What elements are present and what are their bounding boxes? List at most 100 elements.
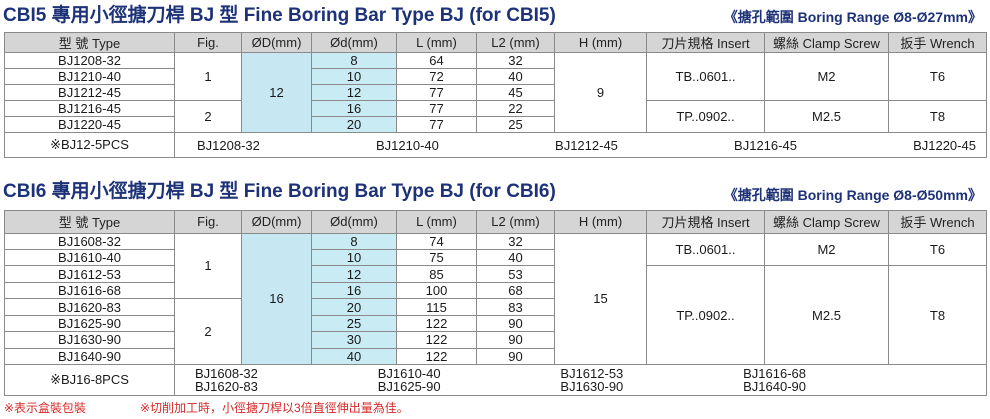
section1-table: 型 號 Type Fig. ØD(mm) Ød(mm) L (mm) L2 (m… [4, 32, 987, 158]
L2-cell: 25 [476, 116, 555, 133]
L-cell: 77 [396, 116, 477, 133]
header-insert: 刀片規格 Insert [646, 210, 765, 234]
header-d: Ød(mm) [311, 32, 397, 53]
header-D: ØD(mm) [241, 210, 312, 234]
header-screw: 螺絲 Clamp Screw [764, 32, 889, 53]
d-cell: 8 [311, 232, 397, 251]
fig-cell: 2 [174, 100, 242, 133]
set-item-group: BJ1612-53 BJ1630-90 [560, 367, 623, 393]
set-row: ※BJ16-8PCS BJ1608-32 BJ1620-83 BJ1610-40… [4, 364, 987, 396]
type-cell: BJ1616-68 [4, 281, 175, 300]
table-row: BJ1210-40 10 72 40 [4, 68, 987, 85]
set-label: ※BJ12-5PCS [4, 132, 175, 158]
L-cell: 115 [396, 298, 477, 316]
insert-cell: TP..0902.. [646, 100, 765, 133]
header-insert: 刀片規格 Insert [646, 32, 765, 53]
L-cell: 122 [396, 314, 477, 333]
set-item-group: BJ1616-68 BJ1640-90 [743, 367, 806, 393]
L2-cell: 90 [476, 314, 555, 333]
header-H: H (mm) [554, 32, 647, 53]
L-cell: 77 [396, 84, 477, 101]
L2-cell: 68 [476, 281, 555, 300]
table-row: BJ1212-45 12 77 45 [4, 84, 987, 101]
fig-cell: 2 [174, 298, 242, 366]
table-row: BJ1220-45 20 77 25 [4, 116, 987, 133]
set-item: BJ1210-40 [376, 137, 439, 153]
type-cell: BJ1612-53 [4, 265, 175, 283]
set-item: BJ1610-40 [377, 366, 441, 382]
set-row: ※BJ12-5PCS BJ1208-32 BJ1210-40 BJ1212-45… [4, 132, 987, 158]
d-cell: 20 [311, 298, 397, 316]
set-items: BJ1208-32 BJ1210-40 BJ1212-45 BJ1216-45 … [174, 132, 987, 158]
type-cell: BJ1212-45 [4, 84, 175, 101]
table-row: BJ1608-32 1 16 8 74 32 15 TB..0601.. M2 … [4, 232, 987, 366]
insert-cell: TB..0601.. [646, 52, 765, 101]
set-item: BJ1630-90 [560, 379, 624, 395]
L2-cell: 53 [476, 265, 555, 283]
section2-range: 《搪孔範圍 Boring Range Ø8-Ø50mm》 [723, 187, 982, 203]
header-fig: Fig. [174, 210, 242, 234]
set-label: ※BJ16-8PCS [4, 364, 175, 396]
table-row: BJ1616-68 16 100 68 [4, 281, 987, 300]
type-cell: BJ1625-90 [4, 314, 175, 333]
header-type: 型 號 Type [4, 210, 175, 234]
footnote-cutting: ※切削加工時，小徑搪刀桿以3倍直徑伸出量為佳。 [140, 401, 409, 415]
L2-cell: 90 [476, 347, 555, 366]
set-item-group: BJ1608-32 BJ1620-83 [195, 367, 258, 393]
wrench-cell: T8 [888, 100, 987, 133]
type-cell: BJ1216-45 [4, 100, 175, 117]
header-fig: Fig. [174, 32, 242, 53]
table-row: BJ1208-32 1 12 8 64 32 9 TB..0601.. M2 T… [4, 52, 987, 133]
screw-cell: M2 [764, 232, 889, 267]
L-cell: 100 [396, 281, 477, 300]
wrench-cell: T8 [888, 265, 987, 366]
set-items: BJ1608-32 BJ1620-83 BJ1610-40 BJ1625-90 … [174, 364, 987, 396]
d-cell: 8 [311, 52, 397, 69]
L-cell: 74 [396, 232, 477, 251]
fig-cell: 1 [174, 52, 242, 101]
L2-cell: 40 [476, 68, 555, 85]
L-cell: 75 [396, 249, 477, 267]
d-cell: 30 [311, 331, 397, 349]
section1-header-row: 型 號 Type Fig. ØD(mm) Ød(mm) L (mm) L2 (m… [4, 32, 987, 53]
set-item: BJ1208-32 [197, 137, 260, 153]
set-item: BJ1220-45 [913, 137, 976, 153]
set-item: BJ1212-45 [555, 137, 618, 153]
L-cell: 77 [396, 100, 477, 117]
section2-header-row: 型 號 Type Fig. ØD(mm) Ød(mm) L (mm) L2 (m… [4, 210, 987, 234]
set-item: BJ1616-68 [743, 366, 806, 382]
insert-cell: TP..0902.. [646, 265, 765, 366]
table-row: BJ1610-40 10 75 40 [4, 249, 987, 267]
L-cell: 122 [396, 347, 477, 366]
table-row: BJ1620-83 2 20 115 83 [4, 298, 987, 366]
header-type: 型 號 Type [4, 32, 175, 53]
L2-cell: 40 [476, 249, 555, 267]
section1-title: CBI5 專用小徑搪刀桿 BJ 型 Fine Boring Bar Type B… [3, 5, 556, 26]
header-L: L (mm) [396, 32, 477, 53]
set-item: BJ1620-83 [195, 379, 258, 395]
type-cell: BJ1208-32 [4, 52, 175, 69]
L2-cell: 90 [476, 331, 555, 349]
L-cell: 64 [396, 52, 477, 69]
table-row: BJ1612-53 12 85 53 TP..0902.. M2.5 T8 [4, 265, 987, 366]
header-L: L (mm) [396, 210, 477, 234]
d-cell: 20 [311, 116, 397, 133]
d-cell: 25 [311, 314, 397, 333]
table-row: BJ1216-45 2 16 77 22 TP..0902.. M2.5 T8 [4, 100, 987, 133]
header-L2: L2 (mm) [476, 32, 555, 53]
L-cell: 72 [396, 68, 477, 85]
L2-cell: 45 [476, 84, 555, 101]
L2-cell: 83 [476, 298, 555, 316]
type-cell: BJ1210-40 [4, 68, 175, 85]
type-cell: BJ1608-32 [4, 232, 175, 251]
section1-range: 《搪孔範圍 Boring Range Ø8-Ø27mm》 [723, 9, 982, 25]
d-cell: 16 [311, 281, 397, 300]
set-item: BJ1625-90 [377, 379, 441, 395]
d-cell: 10 [311, 249, 397, 267]
table-row: BJ1640-90 40 122 90 [4, 347, 987, 366]
screw-cell: M2 [764, 52, 889, 101]
D-cell: 12 [241, 52, 312, 133]
type-cell: BJ1220-45 [4, 116, 175, 133]
header-d: Ød(mm) [311, 210, 397, 234]
set-item-group: BJ1610-40 BJ1625-90 [378, 367, 441, 393]
